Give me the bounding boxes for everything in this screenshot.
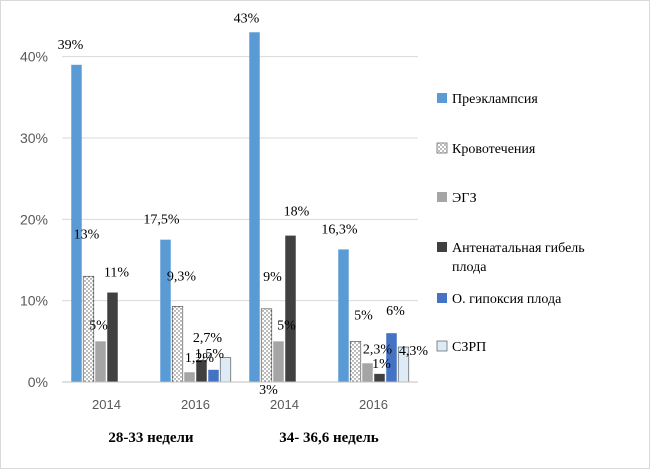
x-tick-label: 2016 <box>359 397 388 412</box>
group-label: 28-33 недели <box>108 430 194 446</box>
data-label: 1,2% <box>185 351 215 366</box>
data-label: 13% <box>74 227 100 242</box>
data-label: 5% <box>277 318 296 333</box>
bar-4-1 <box>107 292 118 382</box>
bar-2-4 <box>349 340 362 383</box>
data-label: 3% <box>259 383 278 398</box>
data-label: 5% <box>354 308 373 323</box>
legend-swatch <box>437 192 447 202</box>
group-label: 34- 36,6 недель <box>279 430 379 446</box>
legend-swatch <box>436 142 448 154</box>
data-label: 9,3% <box>167 269 197 284</box>
legend-label: ЭГЗ <box>452 191 477 206</box>
data-label: 17,5% <box>143 213 180 228</box>
bar-3-4 <box>362 363 373 382</box>
legend-label: Антенатальная гибель плода <box>452 241 585 275</box>
data-label: 1,5% <box>195 347 225 362</box>
bar-5-4 <box>386 333 397 382</box>
data-label: 2,7% <box>193 331 223 346</box>
legend-label: Кровотечения <box>452 142 536 157</box>
bar-1-2 <box>160 239 171 382</box>
y-tick-label: 30% <box>20 130 48 146</box>
data-label: 1% <box>372 357 391 372</box>
bar-2-3 <box>260 308 273 383</box>
x-tick-label: 2014 <box>92 397 121 412</box>
legend-swatch <box>436 340 448 352</box>
data-label: 18% <box>284 205 310 220</box>
x-tick-label: 2016 <box>181 397 210 412</box>
y-tick-label: 10% <box>20 293 48 309</box>
legend-label: СЗРП <box>452 340 486 355</box>
legend-swatch <box>437 93 447 103</box>
bar-3-1 <box>95 341 106 382</box>
data-label: 9% <box>263 270 282 285</box>
bar-3-2 <box>184 372 195 382</box>
bar-4-3 <box>285 235 296 382</box>
bar-1-4 <box>338 249 349 382</box>
legend-label: О. гипоксия плода <box>452 292 562 307</box>
data-label: 5% <box>89 318 108 333</box>
bar-4-4 <box>374 373 385 382</box>
bar-2-2 <box>171 306 184 383</box>
data-label: 2,3% <box>363 342 393 357</box>
data-label: 4,3% <box>399 344 429 359</box>
data-label: 43% <box>234 11 260 26</box>
data-label: 6% <box>386 304 405 319</box>
y-tick-label: 0% <box>28 374 48 390</box>
y-tick-label: 40% <box>20 49 48 65</box>
bar-1-3 <box>249 32 260 383</box>
y-tick-label: 20% <box>20 211 48 227</box>
data-label: 39% <box>58 38 84 53</box>
legend-swatch <box>437 242 447 252</box>
bar-5-2 <box>208 369 219 382</box>
data-label: 11% <box>104 266 129 281</box>
x-tick-label: 2014 <box>270 397 299 412</box>
legend-swatch <box>437 293 447 303</box>
bar-3-3 <box>273 341 284 382</box>
bar-4-2 <box>196 360 207 382</box>
legend-label: Преэклампсия <box>452 92 538 107</box>
data-label: 16,3% <box>321 222 358 237</box>
bar-1-1 <box>71 64 82 383</box>
